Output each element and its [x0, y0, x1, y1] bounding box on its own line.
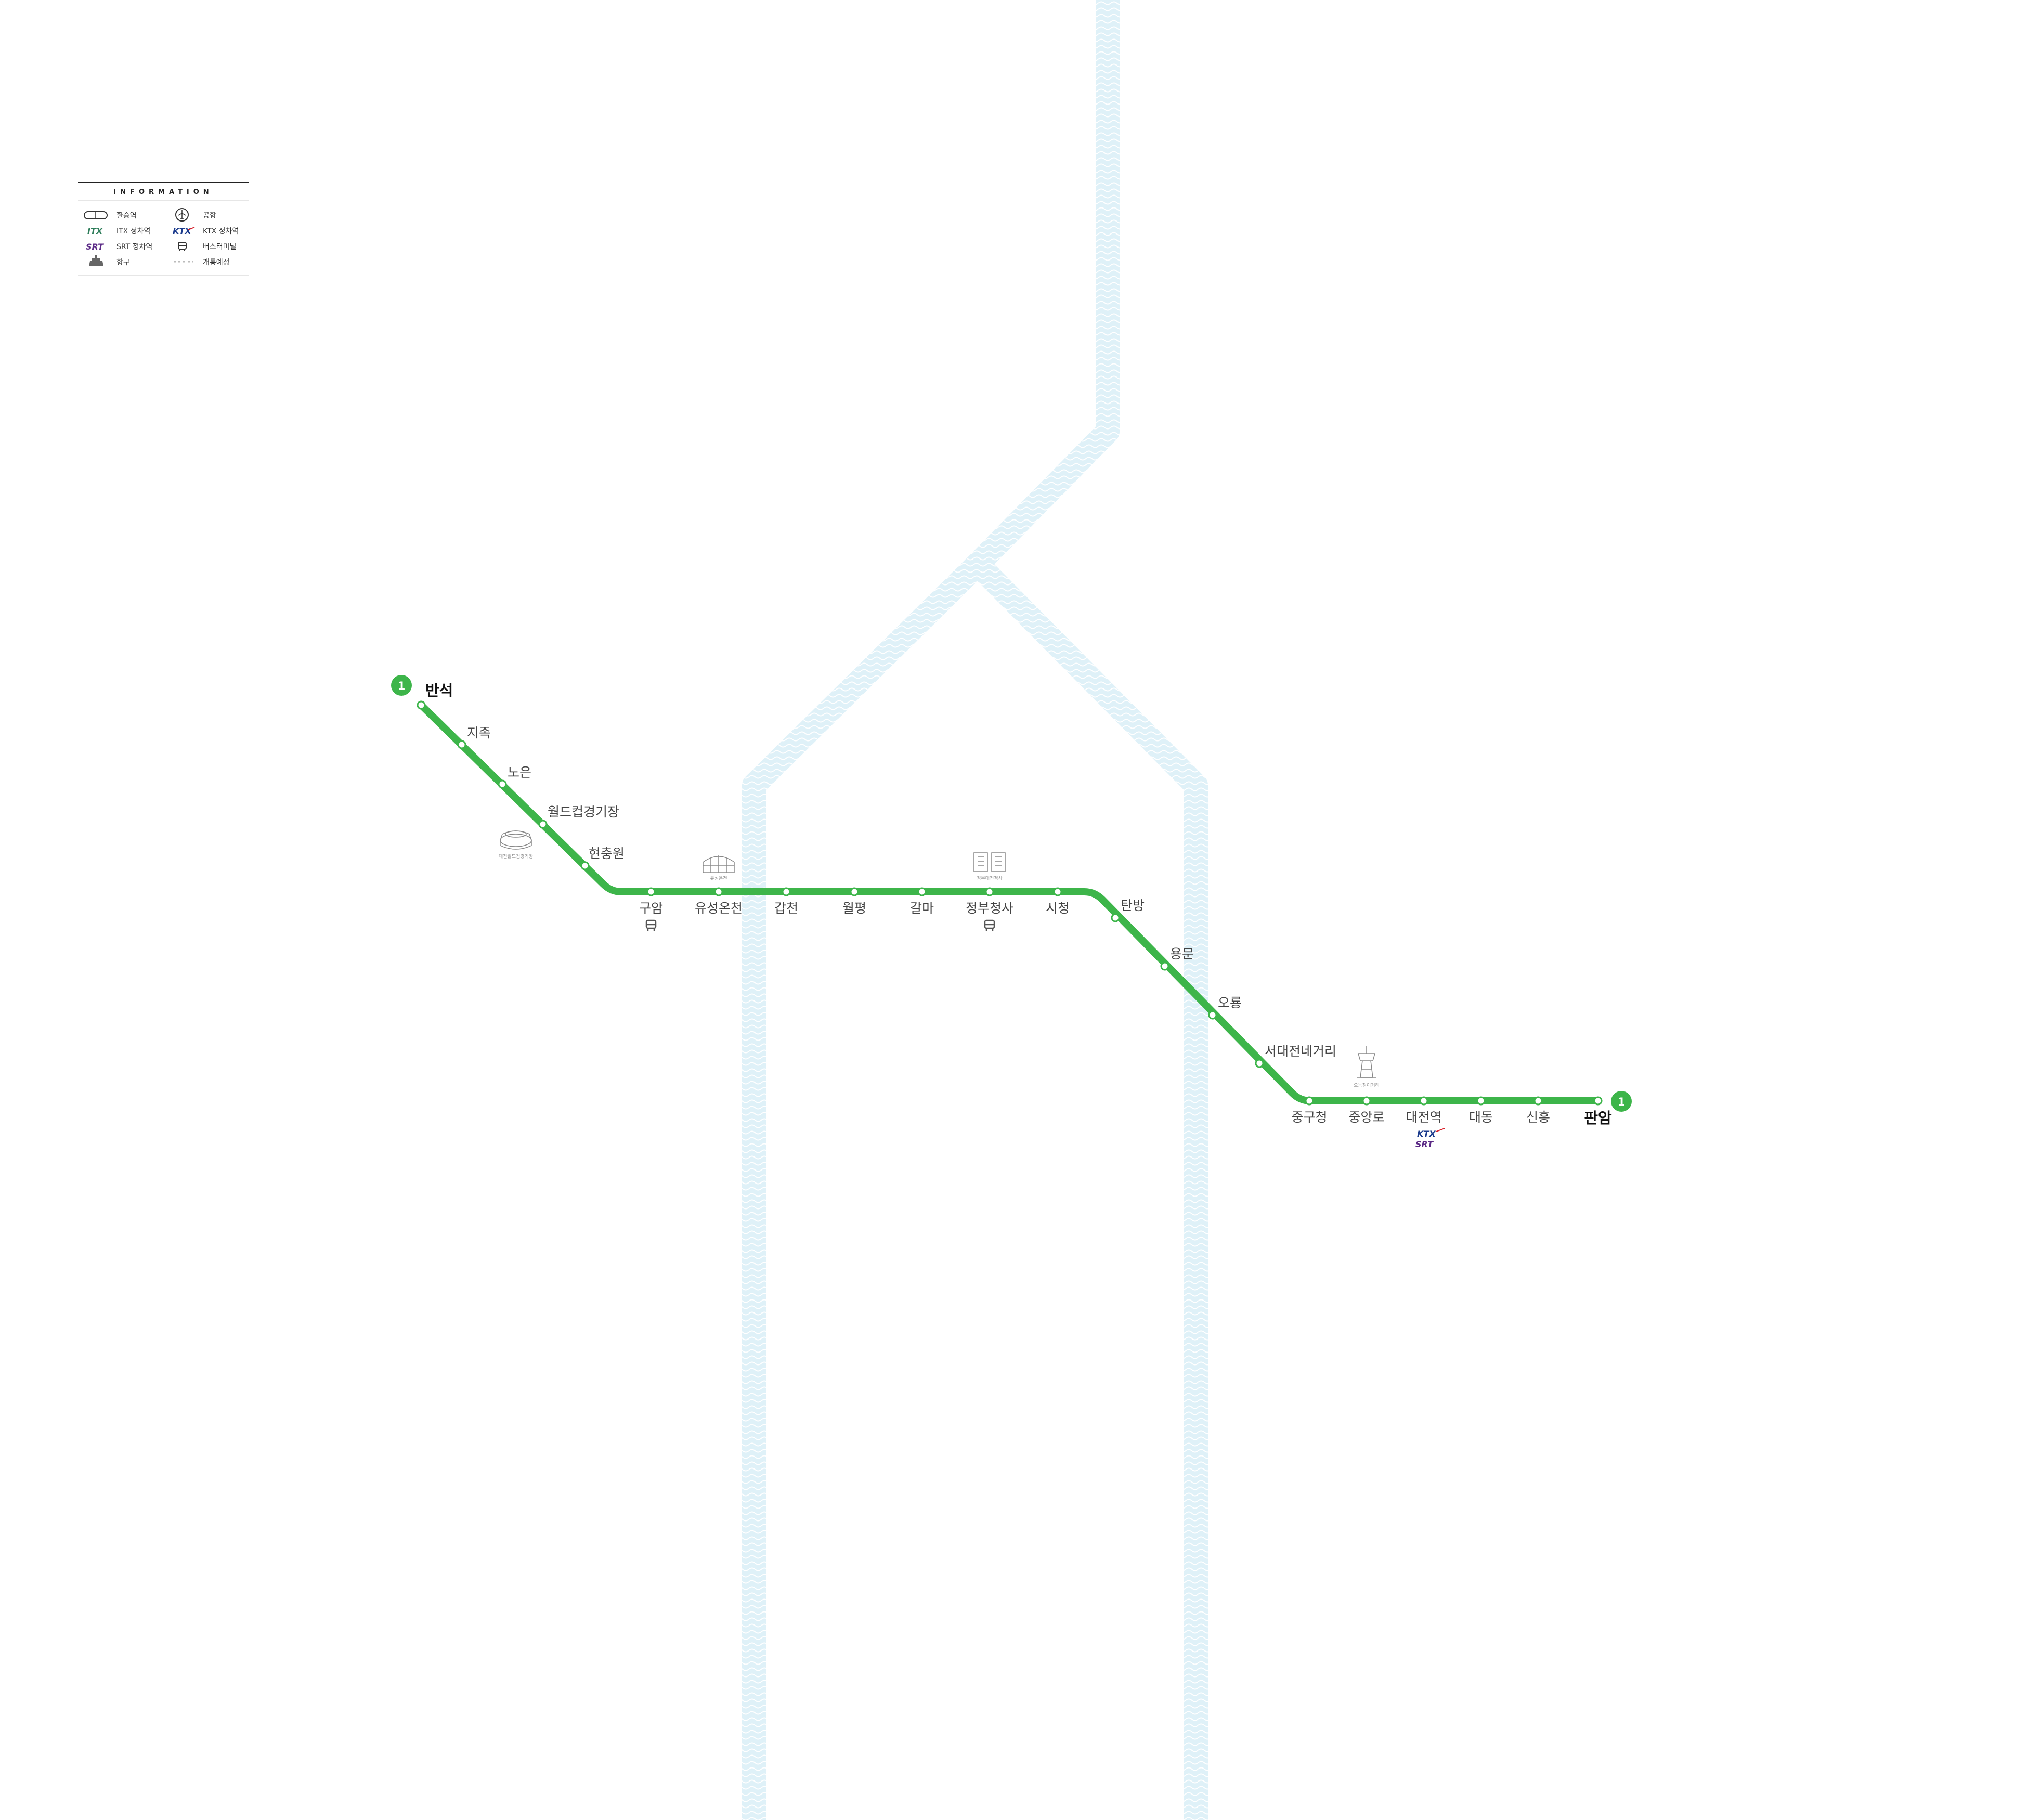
- landmark-label-tower: 으능정이거리: [1354, 1083, 1380, 1088]
- station-label-world-cup-stadium[interactable]: 월드컵경기장: [548, 804, 619, 820]
- station-dot[interactable]: [1362, 1096, 1371, 1106]
- station-label-wolpyeong[interactable]: 월평: [842, 901, 866, 916]
- svg-text:1: 1: [1618, 1096, 1626, 1108]
- landmark-label-stadium: 대전월드컵경기장: [499, 853, 533, 860]
- tower-icon: [1357, 1046, 1376, 1078]
- river-west: [742, 555, 986, 1820]
- transfer-station-icon: [84, 211, 108, 219]
- svg-text:KTX: KTX: [173, 226, 191, 236]
- bus-terminal-icon: [178, 242, 187, 251]
- svg-text:1: 1: [398, 680, 406, 692]
- ktx-icon: KTX: [173, 226, 195, 236]
- station-label-junggu-office[interactable]: 중구청: [1291, 1110, 1327, 1125]
- station-dot[interactable]: [646, 887, 656, 896]
- station-dot[interactable]: [1053, 887, 1062, 896]
- station-dot[interactable]: [1208, 1010, 1217, 1020]
- station-dot[interactable]: [498, 779, 507, 789]
- itx-icon: ITX: [87, 226, 103, 236]
- line-badge-start: 1: [391, 675, 412, 696]
- station-label-yongmun[interactable]: 용문: [1170, 946, 1194, 961]
- station-label-daejeon[interactable]: 대전역: [1406, 1110, 1441, 1125]
- government-building-icon: [973, 852, 1006, 872]
- station-dot[interactable]: [985, 887, 994, 896]
- station-dot[interactable]: [1111, 913, 1120, 922]
- station-dot[interactable]: [580, 861, 590, 870]
- station-dot[interactable]: [1255, 1059, 1264, 1068]
- station-dot[interactable]: [457, 740, 466, 749]
- river-north: [969, 0, 1120, 573]
- legend-label: ITX 정차역: [116, 227, 150, 236]
- svg-text:ITX: ITX: [87, 226, 103, 236]
- station-label-city-hall[interactable]: 시청: [1046, 901, 1070, 916]
- legend-label: 공항: [203, 212, 216, 220]
- legend-label: 개통예정: [203, 258, 230, 267]
- bus-terminal-icon: [645, 919, 657, 931]
- station-label-panam[interactable]: 판암: [1584, 1109, 1612, 1127]
- station-label-government-complex[interactable]: 정부청사: [966, 901, 1013, 916]
- station-label-jungangno[interactable]: 중앙로: [1348, 1110, 1384, 1125]
- line-badge-end: 1: [1611, 1091, 1632, 1112]
- river-east: [969, 555, 1208, 1820]
- station-dot[interactable]: [1533, 1096, 1543, 1106]
- station-label-oryong[interactable]: 오룡: [1218, 995, 1242, 1010]
- station-dot[interactable]: [417, 700, 426, 710]
- station-label-guam[interactable]: 구암: [639, 901, 663, 916]
- svg-text:SRT: SRT: [1415, 1139, 1434, 1149]
- station-dot[interactable]: [1160, 961, 1169, 971]
- srt-icon: SRT: [1415, 1139, 1434, 1149]
- svg-text:KTX: KTX: [1417, 1129, 1436, 1139]
- station-dots: [417, 700, 1603, 1106]
- station-label-seodaejeon-intersection[interactable]: 서대전네거리: [1265, 1044, 1336, 1059]
- station-label-banseok[interactable]: 반석: [425, 682, 453, 699]
- airport-icon: [175, 208, 189, 222]
- bus-terminal-icon: [984, 919, 995, 931]
- landmark-label-yuseong: 유성온천: [710, 876, 727, 881]
- port-icon: [89, 255, 103, 266]
- legend-title: INFORMATION: [113, 188, 213, 196]
- station-labels: 반석 지족 노은 월드컵경기장 현충원 구암 유성온천 갑천 월평 갈마 정부청…: [425, 682, 1612, 1127]
- station-label-galma[interactable]: 갈마: [910, 901, 934, 916]
- svg-text:SRT: SRT: [86, 242, 104, 252]
- legend-label: 환승역: [116, 212, 137, 220]
- legend: INFORMATION 환승역 공항 ITX ITX 정차역 KTX KTX 정…: [78, 182, 249, 276]
- landmark-label-government: 정부대전청사: [977, 876, 1003, 881]
- station-dot[interactable]: [1305, 1096, 1314, 1106]
- station-dot[interactable]: [714, 887, 723, 896]
- station-label-jijok[interactable]: 지족: [467, 725, 491, 740]
- station-label-daedong[interactable]: 대동: [1469, 1110, 1493, 1125]
- river-group: [742, 0, 1208, 1820]
- station-label-tanbang[interactable]: 탄방: [1121, 898, 1145, 913]
- ktx-icon: KTX: [1417, 1128, 1445, 1139]
- station-label-yuseong-spa[interactable]: 유성온천: [695, 901, 743, 916]
- station-label-sinheung[interactable]: 신흥: [1526, 1110, 1550, 1125]
- station-dot[interactable]: [1419, 1096, 1428, 1106]
- station-dot[interactable]: [1593, 1096, 1603, 1106]
- legend-label: 버스터미널: [203, 243, 236, 251]
- line-1-track: [418, 701, 1602, 1104]
- srt-icon: SRT: [86, 242, 104, 252]
- station-label-gapcheon[interactable]: 갑천: [774, 901, 798, 916]
- station-dot[interactable]: [782, 887, 791, 896]
- stadium-icon: [500, 830, 532, 850]
- hot-spring-icon: [703, 855, 735, 873]
- station-dot[interactable]: [538, 820, 548, 829]
- station-label-hyeonchungwon[interactable]: 현충원: [589, 846, 625, 861]
- station-dot[interactable]: [1476, 1096, 1486, 1106]
- legend-label: KTX 정차역: [203, 227, 239, 236]
- legend-label: 항구: [116, 258, 130, 267]
- legend-label: SRT 정차역: [116, 243, 152, 251]
- station-dot[interactable]: [917, 887, 927, 896]
- station-label-noeun[interactable]: 노은: [508, 765, 531, 780]
- station-dot[interactable]: [850, 887, 859, 896]
